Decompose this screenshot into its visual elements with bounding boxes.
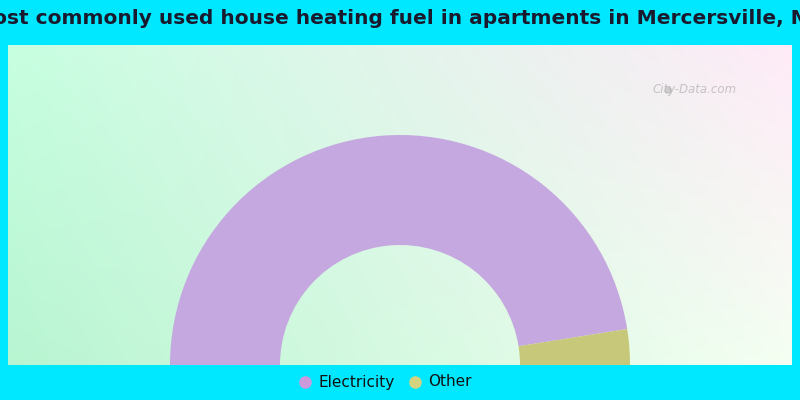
Text: Electricity: Electricity bbox=[318, 374, 394, 390]
Text: Other: Other bbox=[428, 374, 471, 390]
Text: City-Data.com: City-Data.com bbox=[653, 84, 737, 96]
Wedge shape bbox=[518, 329, 630, 365]
Wedge shape bbox=[170, 135, 627, 365]
Text: ●: ● bbox=[664, 85, 672, 95]
Text: Most commonly used house heating fuel in apartments in Mercersville, MD: Most commonly used house heating fuel in… bbox=[0, 8, 800, 28]
